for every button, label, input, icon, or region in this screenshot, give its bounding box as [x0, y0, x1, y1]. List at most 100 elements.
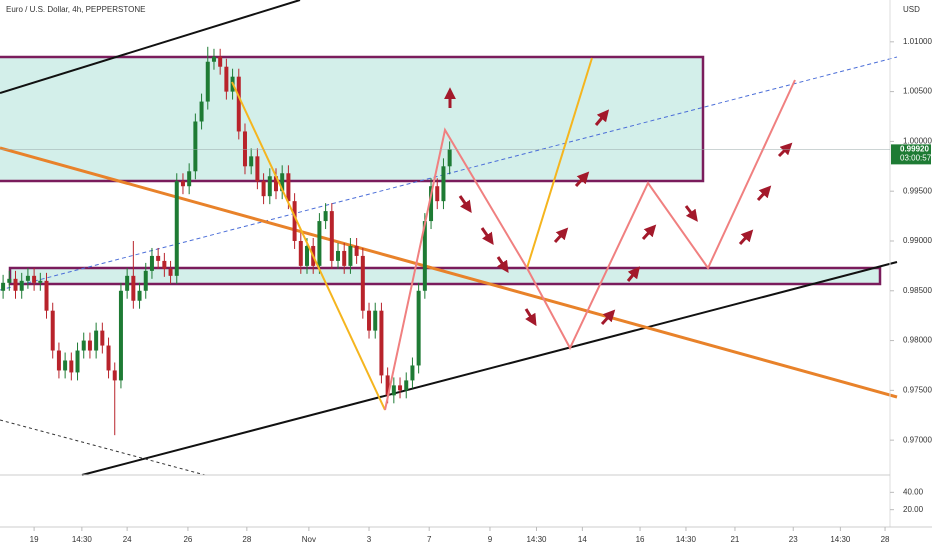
candle-body [174, 181, 179, 276]
candle-body [32, 275, 37, 283]
x-tick-label: Nov [302, 535, 316, 544]
x-tick-label: 3 [367, 535, 372, 544]
arrow [594, 109, 610, 126]
candle-body [261, 181, 266, 197]
indicator-tick-label: 40.00 [903, 487, 924, 496]
candle-body [1, 282, 6, 291]
candle-body [298, 240, 303, 266]
arrow [777, 142, 793, 158]
x-tick-label: 19 [30, 535, 39, 544]
candle-body [81, 340, 86, 351]
candle-body [149, 255, 154, 271]
arrow [684, 205, 698, 222]
y-tick-label: 0.99500 [903, 186, 932, 195]
candle-body [56, 350, 61, 371]
currency-label: USD [903, 5, 920, 14]
x-tick-label: 14:30 [526, 535, 547, 544]
candle-body [187, 171, 192, 187]
orange-trend [0, 146, 898, 399]
candle-body [255, 156, 260, 182]
last-price-box [891, 144, 931, 165]
candle-body [131, 275, 136, 301]
candle-body [323, 211, 328, 222]
y-tick-label: 0.99000 [903, 236, 932, 245]
arrow [626, 266, 641, 282]
candle-body [273, 176, 278, 192]
indicator-tick-label: 20.00 [903, 505, 924, 514]
arrow [574, 171, 590, 188]
candle-body [50, 310, 55, 351]
candle-body [224, 66, 229, 92]
candle-body [354, 245, 359, 256]
chart-title: Euro / U.S. Dollar, 4h, PEPPERSTONE [6, 5, 145, 14]
candle-body [112, 370, 117, 381]
candle-body [329, 211, 334, 261]
candle-body [429, 186, 434, 222]
countdown: 03:00:57 [900, 153, 932, 162]
candle-body [267, 176, 272, 197]
candle-body [435, 186, 440, 202]
yellow-leg [526, 57, 593, 269]
candle-body [348, 245, 353, 266]
arrow [600, 309, 616, 326]
candle-body [137, 290, 142, 301]
x-tick-label: 9 [488, 535, 493, 544]
candle-body [162, 260, 167, 269]
candle-body [404, 380, 409, 391]
y-tick-label: 0.98000 [903, 336, 932, 345]
resistance-zone [0, 55, 705, 183]
candle-body [118, 290, 123, 381]
arrow [553, 227, 569, 244]
candle-body [44, 280, 49, 311]
candle-body [125, 275, 130, 291]
last-price-label: 0.99920 [900, 144, 929, 153]
candle-body [416, 290, 421, 366]
x-tick-label: 7 [427, 535, 432, 544]
y-tick-label: 0.98500 [903, 286, 932, 295]
pink-path [384, 79, 796, 411]
candle-body [38, 280, 43, 283]
candle-body [156, 255, 161, 261]
candle-body [360, 255, 365, 311]
candle-body [106, 345, 111, 371]
candle-body [385, 375, 390, 396]
candle-body [441, 166, 446, 202]
x-tick-label: 28 [881, 535, 890, 544]
candle-body [193, 121, 198, 172]
candle-body [63, 360, 68, 371]
candle-body [398, 385, 403, 391]
x-tick-label: 21 [730, 535, 739, 544]
candle-body [100, 330, 105, 346]
channel-top [0, 0, 301, 94]
arrows [444, 87, 793, 327]
candle-body [19, 280, 24, 291]
arrow [496, 256, 509, 273]
yellow-leg [231, 81, 386, 411]
candle-body [69, 360, 74, 373]
x-tick-label: 14:30 [72, 535, 93, 544]
candle-body [336, 250, 341, 261]
arrow [480, 227, 494, 245]
arrow [738, 229, 754, 246]
candle-body [205, 61, 210, 102]
candle-body [391, 385, 396, 396]
candle-body [7, 278, 12, 283]
candle-body [410, 365, 415, 381]
blue-trend [0, 56, 898, 291]
dashed-line [0, 419, 206, 476]
x-tick-label: 24 [123, 535, 132, 544]
candle-body [87, 340, 92, 351]
candle-body [168, 268, 173, 276]
y-tick-label: 1.00000 [903, 137, 932, 146]
x-tick-label: 16 [636, 535, 645, 544]
candle-body [317, 221, 322, 266]
candle-body [211, 56, 216, 62]
candle-body [13, 278, 18, 291]
x-tick-label: 26 [183, 535, 192, 544]
candle-body [292, 201, 297, 241]
candle-body [286, 173, 291, 202]
channel-bottom [81, 261, 898, 476]
y-tick-label: 1.01000 [903, 37, 932, 46]
arrow [756, 185, 772, 202]
candle-body [94, 330, 99, 351]
